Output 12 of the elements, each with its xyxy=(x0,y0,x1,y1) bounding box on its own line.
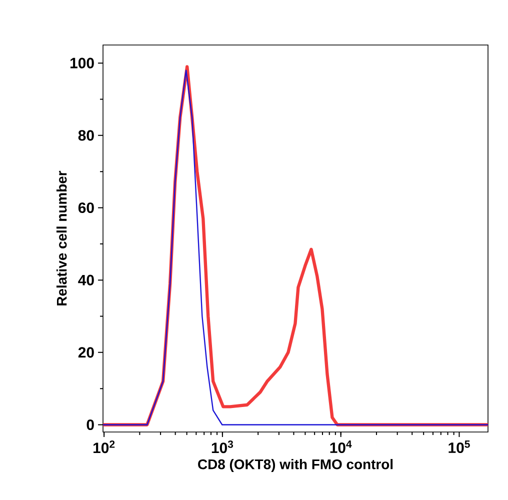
x-tick-label: 10$^{5}$ xyxy=(448,440,470,454)
y-tick-label: 20 xyxy=(78,347,94,358)
y-tick-label: 80 xyxy=(78,130,94,141)
x-axis-title: CD8 (OKT8) with FMO control xyxy=(198,458,393,472)
y-tick-label: 100 xyxy=(70,58,94,68)
y-tick-label: 40 xyxy=(78,274,94,286)
x-tick-label: 10$^{2}$ xyxy=(94,440,115,454)
x-tick-label: 10$^{4}$ xyxy=(330,440,352,454)
x-tick-label: 10$^{3}$ xyxy=(212,440,234,454)
y-axis-title: Relative cell number xyxy=(56,170,67,306)
y-tick-label: 60 xyxy=(78,202,94,214)
y-tick-label: 0 xyxy=(86,419,94,430)
